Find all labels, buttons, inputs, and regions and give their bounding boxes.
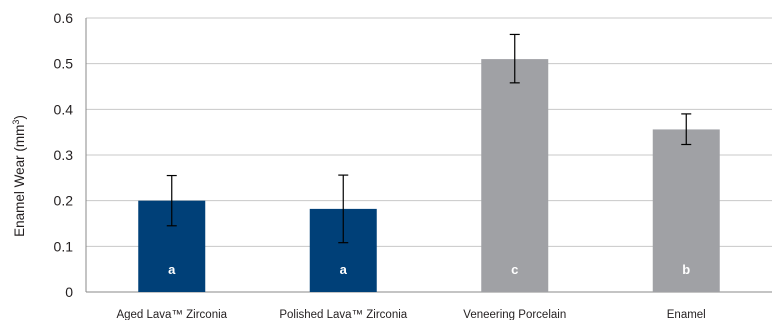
- bar-letter-label: c: [511, 262, 518, 277]
- x-category-label: Polished Lava™ Zirconia: [279, 309, 407, 320]
- y-tick-label: 0.5: [54, 56, 74, 72]
- y-axis-label-main: Enamel Wear (mm: [12, 125, 27, 237]
- bar-letter-label: b: [682, 262, 690, 277]
- error-bar: [166, 174, 177, 227]
- y-axis-label: Enamel Wear (mm3): [11, 115, 27, 237]
- bar: [652, 129, 720, 292]
- x-category-labels: Aged Lava™ Zirconia Polished Lava™ Zircon…: [116, 309, 705, 320]
- y-tick-label: 0.3: [54, 147, 74, 163]
- bar: [481, 59, 549, 292]
- x-category-label: Aged Lava™ Zirconia: [116, 309, 227, 320]
- error-bar: [338, 174, 349, 244]
- y-tick-label: 0.1: [54, 238, 74, 254]
- y-tick-label: 0.2: [54, 193, 74, 209]
- x-category-label: Veneering Porcelain: [463, 309, 566, 320]
- bar-letter-label: a: [168, 262, 176, 277]
- error-bar: [681, 113, 692, 146]
- bars: [138, 59, 720, 292]
- y-tick-labels: 0 0.1 0.2 0.3 0.4 0.5 0.6: [54, 10, 74, 300]
- y-tick-label: 0: [65, 284, 73, 300]
- error-bars: [166, 33, 692, 244]
- bar-letter-label: a: [340, 262, 348, 277]
- y-axis-label-superscript: 3: [11, 120, 21, 125]
- y-tick-label: 0.6: [54, 10, 74, 26]
- x-category-label: Enamel: [667, 309, 706, 320]
- error-bar: [509, 33, 520, 84]
- y-axis-label-close: ): [12, 115, 27, 120]
- y-tick-label: 0.4: [54, 101, 74, 117]
